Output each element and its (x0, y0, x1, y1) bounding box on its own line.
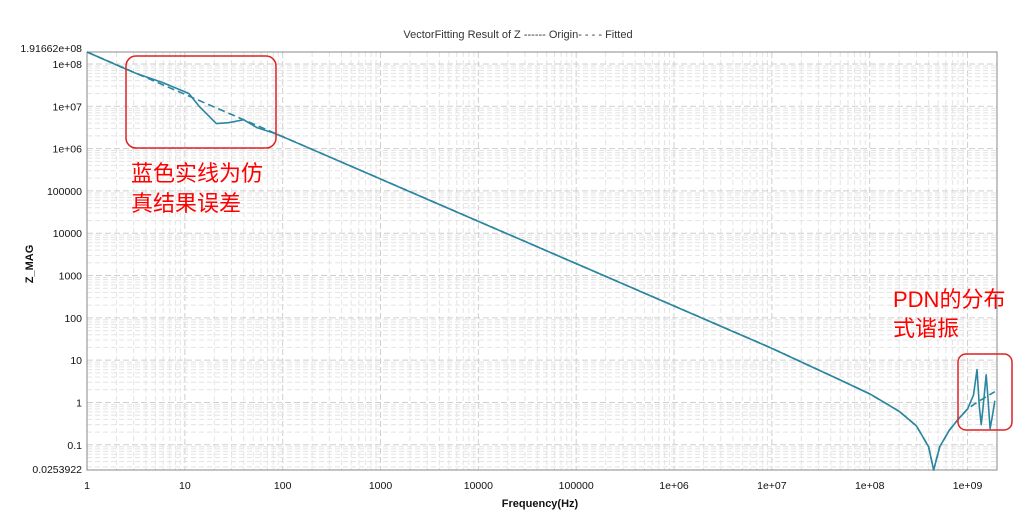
x-axis-label: Frequency(Hz) (502, 498, 579, 510)
x-tick-label: 10000 (464, 480, 493, 492)
y-tick-label: 1.91662e+08 (20, 43, 82, 55)
x-tick-label: 100 (274, 480, 292, 492)
y-tick-label: 0.0253922 (32, 464, 82, 476)
grid (86, 52, 998, 470)
annotation-resonance-line-1: PDN的分布 (893, 287, 1005, 312)
y-axis-label: Z_MAG (24, 245, 36, 284)
y-tick-label: 1e+08 (53, 59, 83, 71)
annotation-box-low-freq (125, 55, 277, 149)
plot-frame (86, 51, 998, 471)
x-tick-label: 1e+09 (953, 480, 983, 492)
annotation-low-freq-line-2: 真结果误差 (131, 191, 241, 216)
x-tick-label: 1000 (369, 480, 393, 492)
y-tick-label: 1e+07 (53, 101, 83, 113)
x-tick-label: 1 (84, 480, 90, 492)
annotation-low-freq-line-1: 蓝色实线为仿 (131, 161, 263, 186)
y-tick-label: 100000 (47, 186, 82, 198)
x-tick-label: 1e+07 (757, 480, 787, 492)
y-tick-label: 100 (64, 313, 82, 325)
series-line-fitted (86, 51, 996, 471)
x-tick-label: 1e+06 (659, 480, 689, 492)
y-tick-label: 1e+06 (53, 144, 83, 156)
series-group (86, 51, 996, 471)
y-tick-labels: 1.91662e+081e+081e+071e+0610000010000100… (20, 43, 82, 476)
y-tick-label: 10000 (53, 228, 82, 240)
y-tick-label: 0.1 (67, 440, 82, 452)
annotation-box-resonance (957, 353, 1013, 431)
y-tick-label: 1000 (59, 271, 83, 283)
y-tick-label: 1 (76, 397, 82, 409)
x-tick-labels: 1 10 100 1000 10000 100000 1e+06 1e+07 1e+08 1e+0… (84, 480, 982, 492)
chart-title: VectorFitting Result of Z ------ Origin-… (403, 29, 632, 41)
x-tick-label: 10 (179, 480, 191, 492)
x-tick-label: 100000 (559, 480, 594, 492)
y-tick-label: 10 (70, 355, 82, 367)
annotation-resonance-line-2: 式谐振 (893, 316, 959, 341)
x-tick-label: 1e+08 (855, 480, 885, 492)
